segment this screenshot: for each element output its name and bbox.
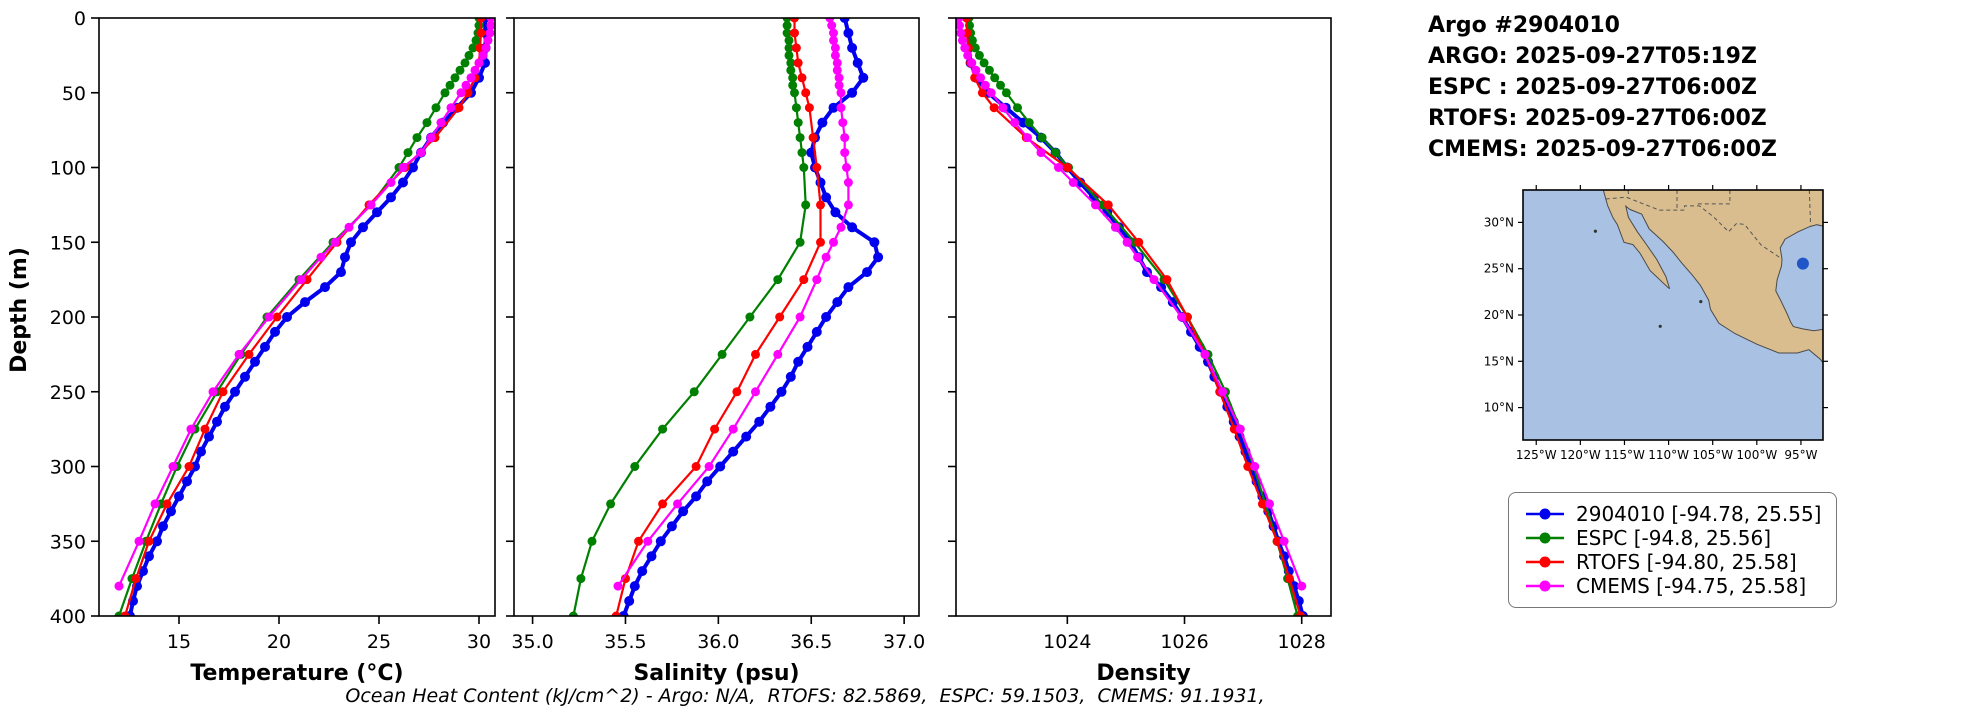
series-line <box>617 18 850 587</box>
y-tick-label: 200 <box>50 307 86 329</box>
y-tick-label: 350 <box>50 531 86 553</box>
x-tick-label: 35.5 <box>604 631 646 653</box>
series-CMEMS <box>613 18 853 591</box>
map-lat-tick-label: 20°N <box>1484 308 1514 322</box>
series-RTOFS <box>120 18 486 616</box>
island <box>1593 229 1597 233</box>
y-tick-label: 250 <box>50 382 86 404</box>
state-border <box>1627 190 1630 198</box>
y-tick-label: 100 <box>50 158 86 180</box>
legend-label: 2904010 [-94.78, 25.55] <box>1576 502 1822 526</box>
x-axis-label: Salinity (psu) <box>633 661 799 686</box>
series-line <box>572 18 807 616</box>
series-line <box>957 18 1303 587</box>
x-tick-label: 1024 <box>1043 631 1091 653</box>
x-axis-label: Temperature (°C) <box>190 661 403 686</box>
header-block: Argo #2904010 ARGO: 2025-09-27T05:19Z ESP… <box>1428 10 1777 165</box>
map-lat-tick-label: 15°N <box>1484 354 1514 368</box>
header-timestamp: CMEMS: 2025-09-27T06:00Z <box>1428 137 1777 162</box>
salinity-panel: 35.0 35.5 36.0 36.5 37.0 Salinity (psu) <box>506 17 925 686</box>
x-tick-label: 1026 <box>1160 631 1208 653</box>
header-timestamp: RTOFS: 2025-09-27T06:00Z <box>1428 106 1767 131</box>
legend-marker <box>1526 556 1564 568</box>
series-ESPC <box>568 18 811 616</box>
y-tick-label: 400 <box>50 606 86 628</box>
map-lon-tick-label: 120°W <box>1560 448 1601 462</box>
series-line <box>123 18 483 616</box>
legend-item: RTOFS [-94.80, 25.58] <box>1524 550 1821 574</box>
x-tick-label: 36.5 <box>790 631 832 653</box>
map-lon-tick-label: 105°W <box>1692 448 1733 462</box>
header-timestamps: ARGO: 2025-09-27T05:19Z ESPC : 2025-09-27… <box>1428 41 1777 165</box>
map-lon-tick-label: 110°W <box>1648 448 1689 462</box>
x-tick-label: 37.0 <box>883 631 925 653</box>
axes-frame <box>513 17 920 617</box>
series-ESPC <box>964 18 1303 616</box>
land-mass <box>1602 190 1823 364</box>
density-panel: 1024 1026 1028 Density <box>948 17 1332 686</box>
float-location-marker <box>1796 257 1809 270</box>
series-line <box>615 18 822 616</box>
state-border <box>1697 190 1731 206</box>
y-tick-label: 50 <box>62 83 86 105</box>
legend-items: 2904010 [-94.78, 25.55] ESPC [-94.8, 25.5… <box>1524 502 1821 598</box>
legend-item: 2904010 [-94.78, 25.55] <box>1524 502 1821 526</box>
legend-item: ESPC [-94.8, 25.56] <box>1524 526 1821 550</box>
ocean-heat-content-note: Ocean Heat Content (kJ/cm^2) - Argo: N/A… <box>345 685 1265 707</box>
map-lat-tick-label: 10°N <box>1484 401 1514 415</box>
map-lon-tick-label: 95°W <box>1784 448 1817 462</box>
map-lon-tick-label: 100°W <box>1736 448 1777 462</box>
legend: 2904010 [-94.78, 25.55] ESPC [-94.8, 25.5… <box>1508 492 1838 608</box>
x-tick-label: 30 <box>467 631 491 653</box>
us-mexico-border <box>1605 196 1783 260</box>
header-timestamp: ARGO: 2025-09-27T05:19Z <box>1428 44 1757 69</box>
page-title: Argo #2904010 <box>1428 13 1620 38</box>
map-lat-tick-label: 25°N <box>1484 262 1514 276</box>
header-timestamp: ESPC : 2025-09-27T06:00Z <box>1428 75 1757 100</box>
series-2904010 <box>618 18 884 616</box>
series-CMEMS <box>114 18 495 591</box>
profile-plot: 15 20 25 30050100150200250300350400Temperat… <box>7 8 1332 686</box>
legend-item: CMEMS [-94.75, 25.58] <box>1524 574 1821 598</box>
island <box>1699 300 1703 304</box>
map-inset: 125°W 120°W 115°W 110°W 105°W 100°W 95°W 30°N 25… <box>1484 185 1828 462</box>
series-CMEMS <box>956 18 1307 591</box>
map-canvas <box>1523 190 1823 440</box>
map-lon-tick-label: 125°W <box>1516 448 1557 462</box>
map-lon-tick-label: 115°W <box>1604 448 1645 462</box>
series-ESPC <box>114 18 484 616</box>
series-line <box>117 18 481 616</box>
x-tick-label: 35.0 <box>511 631 553 653</box>
x-tick-label: 36.0 <box>697 631 739 653</box>
legend-marker <box>1526 532 1564 544</box>
series-RTOFS <box>962 18 1305 616</box>
y-tick-label: 0 <box>74 8 86 30</box>
legend-label: CMEMS [-94.75, 25.58] <box>1576 574 1807 598</box>
y-tick-label: 150 <box>50 232 86 254</box>
x-axis-label: Density <box>1096 661 1190 686</box>
legend-label: ESPC [-94.8, 25.56] <box>1576 526 1772 550</box>
x-tick-label: 15 <box>167 631 191 653</box>
series-RTOFS <box>611 18 825 616</box>
x-tick-label: 20 <box>267 631 291 653</box>
x-tick-label: 1028 <box>1278 631 1326 653</box>
map-lat-tick-label: 30°N <box>1484 215 1514 229</box>
legend-marker <box>1526 508 1564 520</box>
temperature-panel: 15 20 25 30050100150200250300350400Temperat… <box>50 8 496 686</box>
legend-marker <box>1526 580 1564 592</box>
y-tick-label: 300 <box>50 457 86 479</box>
y-axis-label: Depth (m) <box>7 247 32 373</box>
state-border <box>1808 190 1812 226</box>
legend-label: RTOFS [-94.80, 25.58] <box>1576 550 1797 574</box>
island <box>1658 324 1662 328</box>
x-tick-label: 25 <box>367 631 391 653</box>
